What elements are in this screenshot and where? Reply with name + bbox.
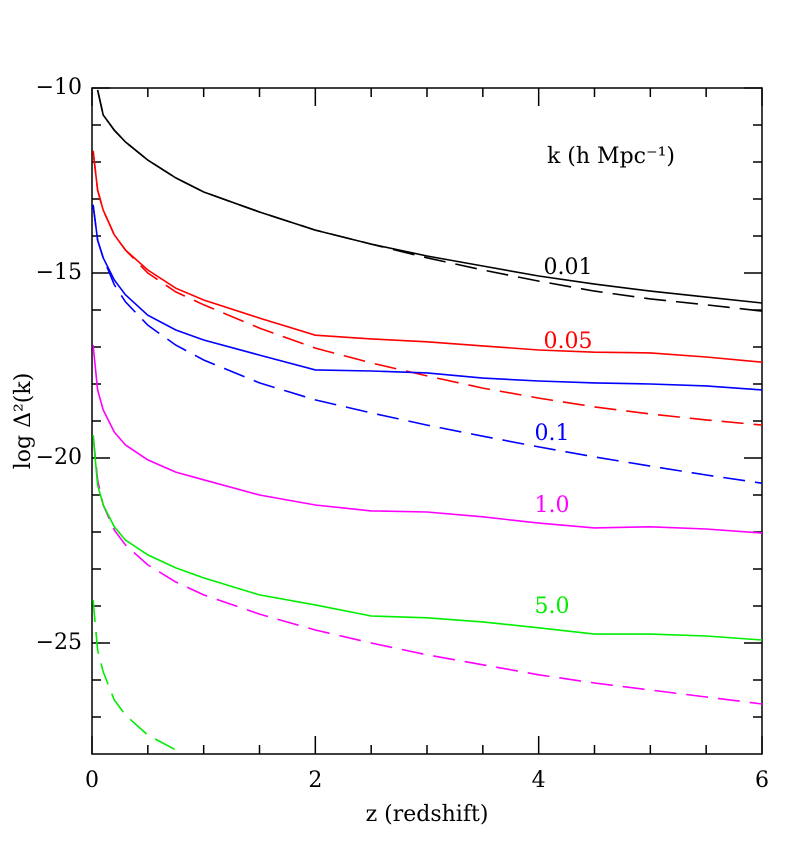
x-tick-label: 2 [308,768,322,793]
line-series [92,600,177,751]
line-series [92,435,762,641]
plot-frame [91,87,763,755]
annotation: 5.0 [535,594,570,619]
line-series [92,204,762,484]
y-tick-label: −15 [36,260,82,285]
y-tick-label: −20 [36,445,82,470]
line-series [96,89,762,312]
line-series [92,204,762,391]
x-tick-label: 6 [755,768,769,793]
annotation: 0.05 [544,329,593,354]
y-tick-label: −10 [36,75,82,100]
x-tick-label: 0 [85,768,99,793]
x-axis-label: z (redshift) [366,802,489,827]
annotation: k (h Mpc⁻¹) [547,144,675,169]
line-series [92,150,762,426]
y-axis-label: log Δ²(k) [11,373,36,470]
annotation: 1.0 [535,493,570,518]
x-tick-label: 4 [532,768,546,793]
lines [92,89,762,751]
line-series [96,89,762,304]
line-series [92,345,762,534]
annotation: 0.01 [544,255,593,280]
annotation: 0.1 [535,421,570,446]
line-series [92,435,762,705]
y-tick-label: −25 [36,630,82,655]
